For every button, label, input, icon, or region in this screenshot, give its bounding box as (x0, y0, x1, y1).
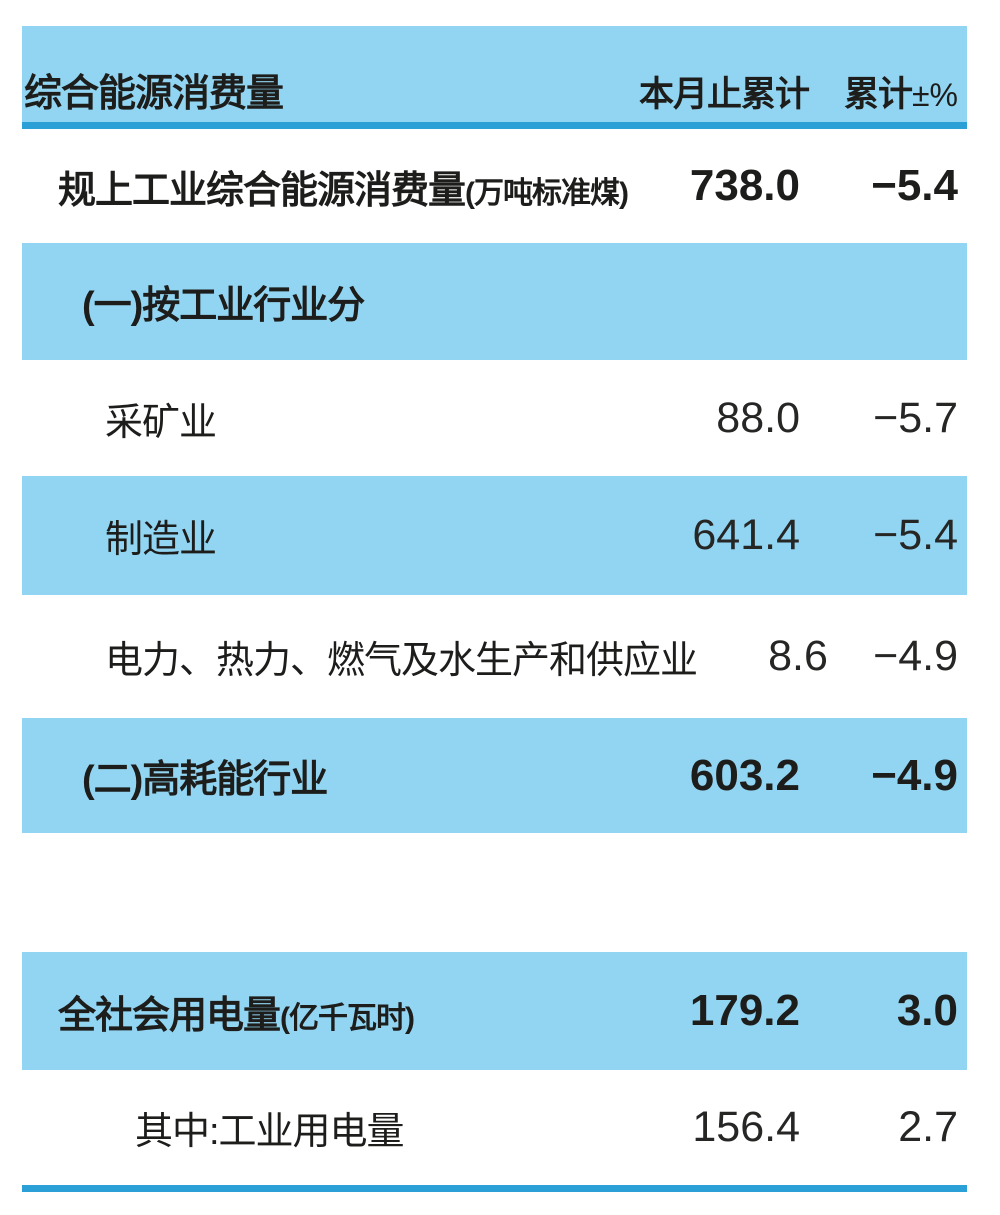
row-label: 其中:工业用电量 (135, 1111, 405, 1153)
header-col-month-cumulative: 本月止累计 (639, 75, 810, 114)
row-value-cumulative: 88.0 (716, 393, 800, 442)
table-row-industrial-energy: 规上工业综合能源消费量(万吨标准煤) 738.0 −5.4 (22, 129, 967, 243)
row-value-cumulative: 603.2 (689, 750, 800, 800)
header-col-cumulative-pct: 累计±% (809, 66, 967, 117)
row-value-pct: 3.0 (896, 986, 958, 1035)
header-rule (22, 122, 967, 129)
row-value-cumulative: 641.4 (692, 511, 800, 559)
table-title: 综合能源消费量 (24, 73, 284, 115)
header-plus-minus-percent: ±% (911, 77, 958, 113)
section-gap (22, 833, 967, 952)
row-label: 制造业 (105, 519, 217, 561)
bottom-rule (22, 1185, 967, 1192)
row-label: 全社会用电量(亿千瓦时) (58, 994, 415, 1037)
row-label: 电力、热力、燃气及水生产和供应业 (105, 640, 698, 682)
energy-consumption-table: 综合能源消费量 本月止累计 累计±% 规上工业综合能源消费量(万吨标准煤) 73… (22, 0, 967, 1192)
row-value-pct: −4.9 (871, 750, 958, 800)
table-row-industrial-electricity: 其中:工业用电量 156.4 2.7 (22, 1070, 967, 1185)
table-row-mining: 采矿业 88.0 −5.7 (22, 360, 967, 476)
table-row-manufacturing: 制造业 641.4 −5.4 (22, 476, 967, 595)
row-value-cumulative: 738.0 (689, 161, 800, 210)
header-col-cumulative-label: 累计 (843, 75, 913, 114)
table-row-high-energy-industries: (二)高耗能行业 603.2 −4.9 (22, 718, 967, 833)
row-label: 规上工业综合能源消费量(万吨标准煤) (58, 169, 629, 212)
row-value-cumulative: 8.6 (768, 632, 828, 680)
row-value-cumulative: 156.4 (692, 1103, 800, 1151)
row-value-pct: 2.7 (898, 1103, 958, 1151)
row-value-pct: −5.4 (873, 511, 958, 559)
row-value-pct: −5.4 (871, 161, 958, 210)
row-label: (一)按工业行业分 (82, 285, 365, 327)
row-unit: (万吨标准煤) (465, 176, 629, 210)
row-value-cumulative: 179.2 (689, 986, 800, 1035)
table-header-band: 综合能源消费量 本月止累计 累计±% (22, 26, 967, 122)
table-row-section-by-industry: (一)按工业行业分 (22, 243, 967, 360)
table-row-total-electricity: 全社会用电量(亿千瓦时) 179.2 3.0 (22, 952, 967, 1070)
row-label: 采矿业 (105, 401, 217, 444)
row-label: (二)高耗能行业 (82, 759, 328, 801)
row-unit: (亿千瓦时) (280, 1001, 415, 1035)
row-value-pct: −4.9 (873, 632, 958, 680)
row-value-pct: −5.7 (873, 393, 958, 442)
table-row-utilities: 电力、热力、燃气及水生产和供应业 8.6 −4.9 (22, 595, 967, 718)
